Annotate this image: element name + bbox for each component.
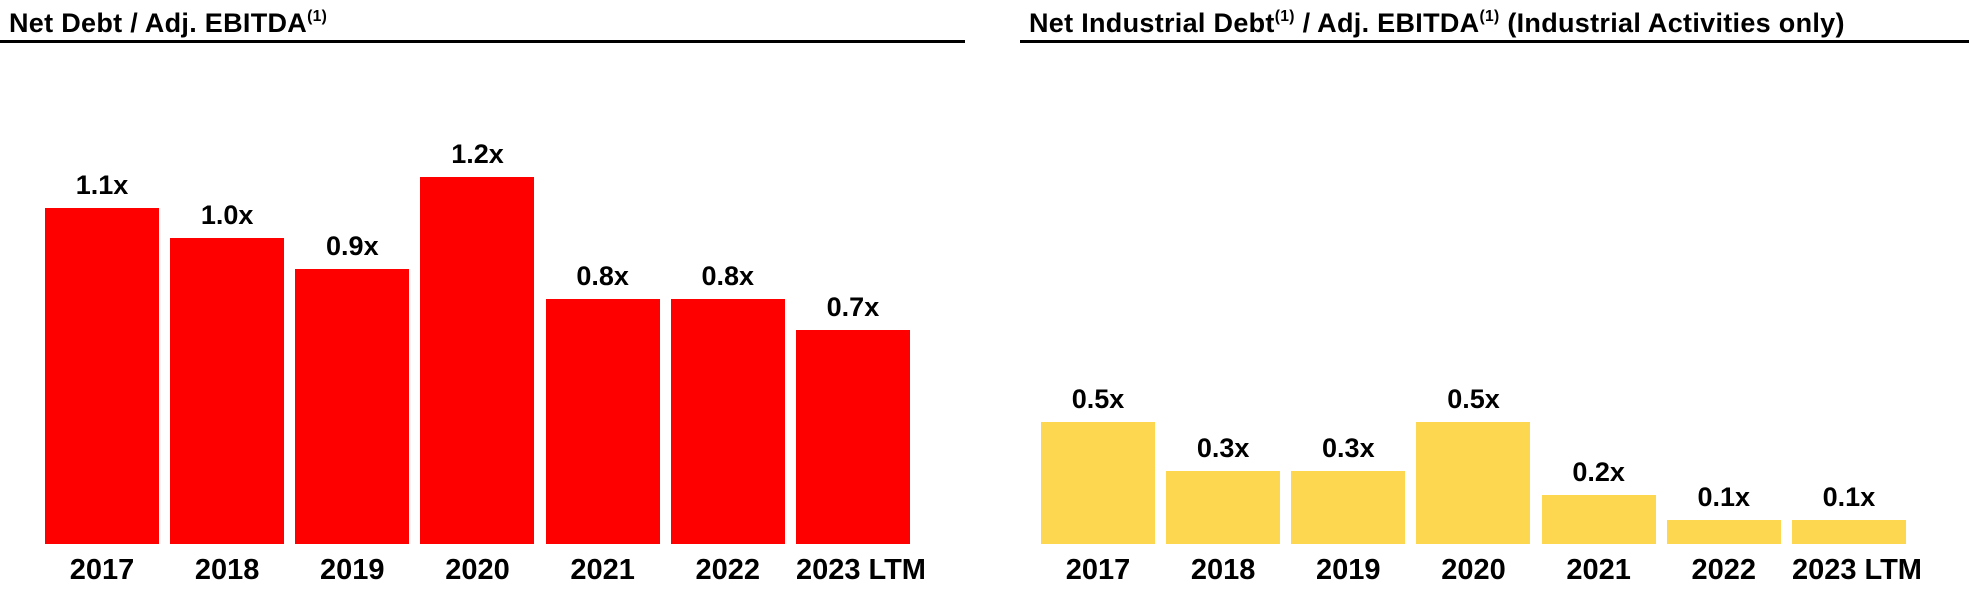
chart-title-text: Net Industrial Debt(1) / Adj. EBITDA(1) … <box>1029 8 1845 38</box>
x-axis-label: 2019 <box>320 554 385 586</box>
title-superscript: (1) <box>307 8 328 26</box>
bar-value-label: 0.3x <box>1322 433 1375 463</box>
bar-value-label: 1.1x <box>75 170 129 200</box>
bar-value-label: 0.8x <box>576 261 629 291</box>
bar-value-label: 0.8x <box>701 261 755 291</box>
chart-title: Net Industrial Debt(1) / Adj. EBITDA(1) … <box>1020 0 1969 43</box>
x-axis-label: 2017 <box>1065 554 1131 586</box>
x-axis-label: 2023 LTM <box>1791 554 1922 586</box>
plot-area: 1.1x 1.0x 0.9x 1.2x 0.8x 0.8x 0.7x <box>45 110 910 544</box>
bar <box>1541 495 1656 544</box>
bar-column: 1.1x <box>45 110 159 544</box>
chart-title-text: Net Debt / Adj. EBITDA(1) <box>9 8 327 38</box>
bar <box>670 299 785 544</box>
bar-value-label: 0.1x <box>1697 482 1751 512</box>
x-axis-label: 2023 LTM <box>795 554 926 586</box>
bar-value-label: 0.5x <box>1071 384 1125 414</box>
title-segment: (Industrial Activities only) <box>1499 8 1845 38</box>
net-debt-chart-panel: Net Debt / Adj. EBITDA(1) 1.1x 1.0x 0.9x 1.… <box>0 0 980 598</box>
bar-column: 0.7x <box>795 110 910 544</box>
bar-column: 0.9x <box>295 110 410 544</box>
x-axis-label: 2022 <box>695 554 761 586</box>
bar <box>1666 520 1781 544</box>
bar-column: 0.8x <box>545 110 660 544</box>
bar-column: 0.3x <box>1291 110 1406 544</box>
bar <box>45 208 159 544</box>
bar <box>545 299 660 544</box>
bar <box>1291 471 1406 544</box>
bar-column: 0.2x <box>1541 110 1656 544</box>
x-axis: 2017 2018 2019 2020 2021 2022 2023 LTM <box>45 554 926 586</box>
bar-column: 0.3x <box>1166 110 1281 544</box>
bar <box>1416 422 1531 544</box>
plot-area: 0.5x 0.3x 0.3x 0.5x 0.2x 0.1x 0.1x <box>1041 110 1906 544</box>
bar <box>170 238 285 544</box>
bar <box>420 177 535 544</box>
chart-title: Net Debt / Adj. EBITDA(1) <box>0 0 965 43</box>
bar-value-label: 0.1x <box>1822 482 1876 512</box>
title-segment: Net Industrial Debt <box>1029 8 1275 38</box>
x-axis-label: 2020 <box>445 554 510 586</box>
x-axis-label: 2018 <box>1190 554 1256 586</box>
bar-column: 0.1x <box>1666 110 1781 544</box>
bar-value-label: 0.7x <box>826 292 880 322</box>
bar-column: 0.5x <box>1041 110 1155 544</box>
x-axis-label: 2021 <box>1566 554 1631 586</box>
bar-column: 0.5x <box>1416 110 1531 544</box>
bar-value-label: 0.9x <box>326 231 379 261</box>
bar <box>1791 520 1906 544</box>
title-superscript: (1) <box>1274 8 1295 26</box>
bar-column: 1.2x <box>420 110 535 544</box>
x-axis-label: 2021 <box>570 554 635 586</box>
title-segment: Net Debt / Adj. EBITDA <box>9 8 308 38</box>
bar <box>295 269 410 544</box>
bar <box>795 330 910 544</box>
bar-column: 1.0x <box>170 110 285 544</box>
bar-column: 0.1x <box>1791 110 1906 544</box>
x-axis-label: 2022 <box>1691 554 1757 586</box>
bar-value-label: 0.2x <box>1572 457 1625 487</box>
bar <box>1041 422 1155 544</box>
bar <box>1166 471 1281 544</box>
bar-value-label: 1.0x <box>200 200 254 230</box>
x-axis-label: 2019 <box>1316 554 1381 586</box>
bar-value-label: 1.2x <box>451 139 504 169</box>
bar-value-label: 0.3x <box>1196 433 1250 463</box>
x-axis-label: 2017 <box>69 554 135 586</box>
x-axis-label: 2020 <box>1441 554 1506 586</box>
x-axis: 2017 2018 2019 2020 2021 2022 2023 LTM <box>1041 554 1922 586</box>
title-segment: / Adj. EBITDA <box>1294 8 1480 38</box>
title-superscript: (1) <box>1479 8 1500 26</box>
x-axis-label: 2018 <box>194 554 260 586</box>
net-industrial-debt-chart-panel: Net Industrial Debt(1) / Adj. EBITDA(1) … <box>1020 0 1969 598</box>
bar-value-label: 0.5x <box>1447 384 1500 414</box>
bar-column: 0.8x <box>670 110 785 544</box>
